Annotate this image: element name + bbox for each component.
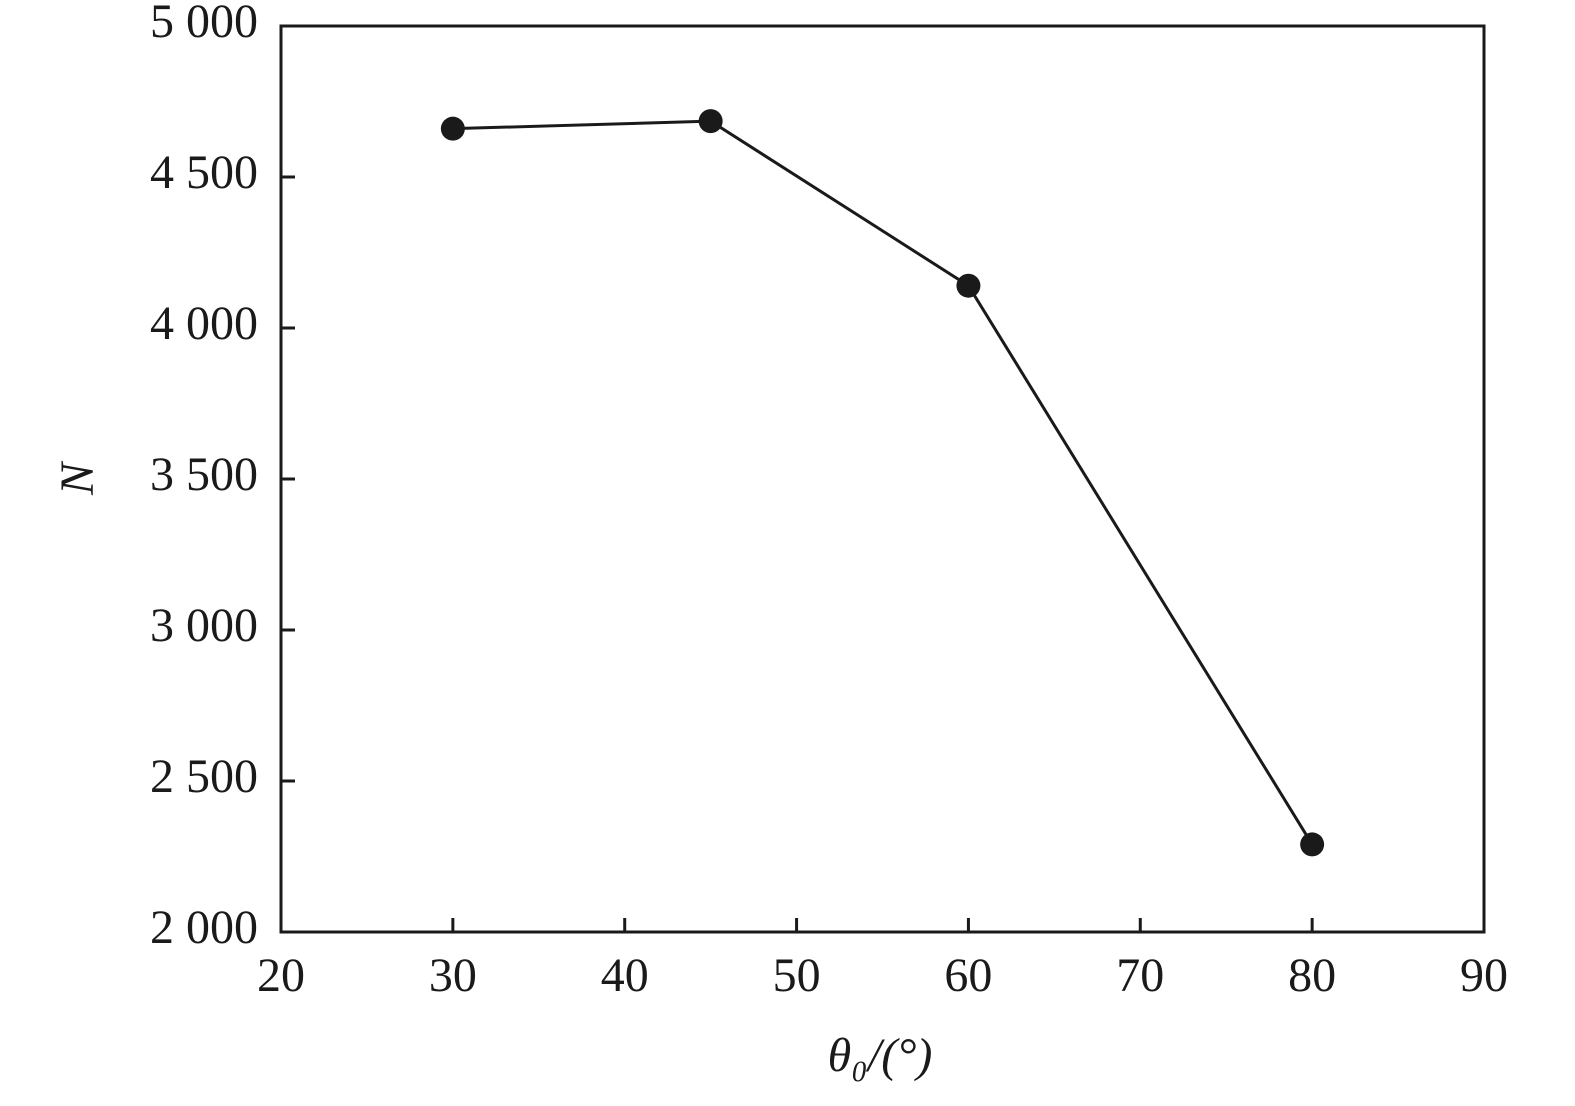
series-line <box>452 119 1314 846</box>
plot-frame <box>279 24 1486 934</box>
x-tick-label: 50 <box>773 949 821 1002</box>
x-tick-label: 70 <box>1116 949 1164 1002</box>
x-tick-label: 20 <box>257 949 305 1002</box>
x-tick-label: 40 <box>601 949 649 1002</box>
marker <box>440 116 465 141</box>
marker <box>956 273 981 298</box>
y-tick-label: 4 500 <box>150 146 258 199</box>
x-tick-label: 60 <box>944 949 992 1002</box>
marker <box>1300 832 1325 857</box>
y-tick-label: 3 000 <box>150 599 258 652</box>
y-axis-label: N <box>51 460 104 496</box>
x-tick-label: 30 <box>429 949 477 1002</box>
x-tick-label: 90 <box>1460 949 1508 1002</box>
marker <box>698 109 723 134</box>
y-tick-label: 3 500 <box>150 448 258 501</box>
y-tick-label: 2 000 <box>150 901 258 954</box>
x-axis-label: θ₀/(°) <box>828 1029 933 1082</box>
y-tick-label: 5 000 <box>150 0 258 48</box>
y-tick-label: 4 000 <box>150 297 258 350</box>
y-tick-label: 2 500 <box>150 750 258 803</box>
x-tick-label: 80 <box>1288 949 1336 1002</box>
